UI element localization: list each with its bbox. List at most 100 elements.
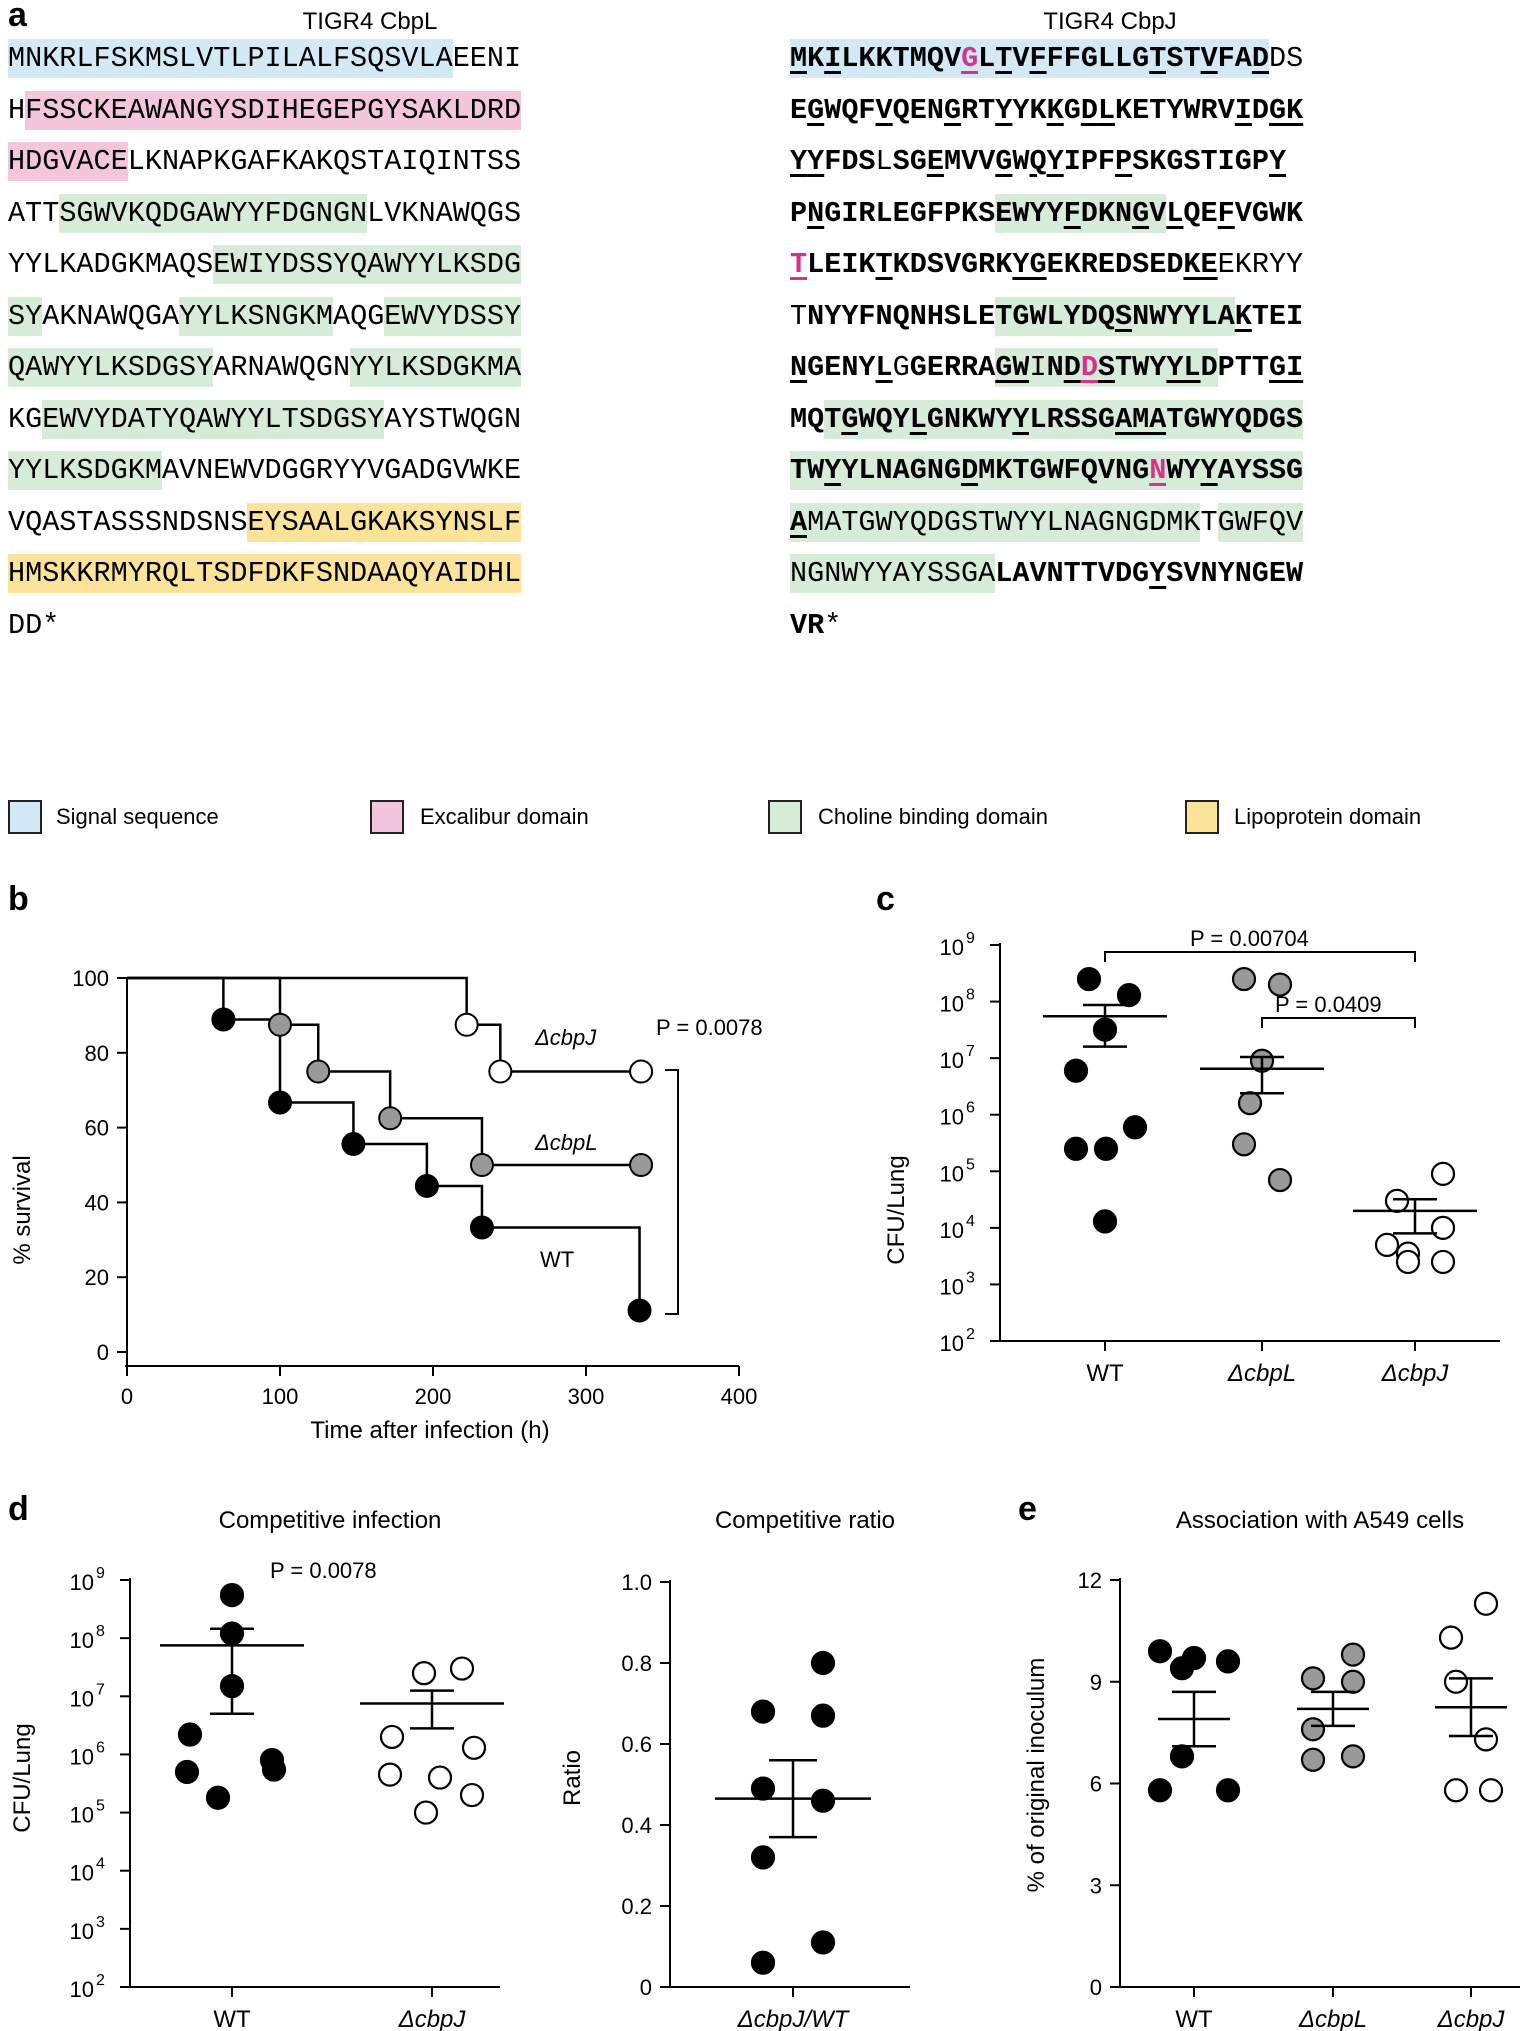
legend-swatch-choline [768,800,802,834]
seq-segment: P [790,196,808,230]
cbpj-seq-line: MQTGWQYLGNKWYYLRSSGAMATGWYQDGS [790,399,1304,441]
competitive-ratio-ylabel: Ratio [559,1750,586,1806]
cbpl-seq-line: YYLKADGKMAQSEWIYDSSYQAWYYLKSDG [8,244,522,286]
cbpj-seq-line: MKILKKTMQVGLTVFFFGLLGTSTVFADDS [790,38,1303,80]
seq-segment: F [1063,193,1081,233]
seq-segment: EWVYDATYQAWYYLTSDGSY [42,399,385,439]
seq-segment: L [978,39,996,78]
competitive-infection-ylabel: CFU/Lung [9,1723,36,1832]
seq-segment: AYSTWQGN [384,402,522,436]
lung-cfu-bracket-cbpl-cbpj [1261,1017,1416,1028]
legend-swatch-excalibur [370,800,404,834]
a549-point [1340,1669,1366,1694]
competitive-infection-y-tick-exp: 6 [96,1739,105,1756]
a549-ylabel: % of original inoculum [1023,1658,1050,1893]
a549-point [1147,1778,1173,1803]
seq-segment: E [926,145,944,178]
competitive-infection-y-tick-exp: 3 [96,1914,105,1931]
seq-segment: L [909,399,927,439]
seq-segment: E [790,93,808,127]
seq-segment: N [1149,451,1167,490]
seq-segment: Q [1029,145,1047,178]
a549-x-tick-label: ΔcbpL [1298,2006,1367,2031]
legend-label-choline: Choline binding domain [818,804,1048,829]
seq-segment: S [1097,348,1116,387]
survival-y-tick-label: 20 [85,1265,109,1290]
survival-x-tick-label: 200 [415,1384,452,1409]
competitive-infection-y-tick-label: 10 [70,1628,94,1653]
seq-segment: D [1080,93,1098,127]
survival-x-tick-label: 400 [721,1384,758,1409]
a549-point [1215,1649,1241,1674]
survival-y-tick-label: 100 [72,966,109,991]
seq-segment: ARNAWQGN [213,351,351,384]
competitive-infection-point [174,1759,200,1785]
a549-y-tick-label: 6 [1090,1772,1102,1797]
seq-segment: SY [8,296,43,336]
seq-segment: Y [1149,557,1167,590]
seq-segment: VQASTASSSNDSNS [8,505,248,539]
seq-segment: KETYWRV [1115,93,1235,127]
seq-segment: I [1029,348,1047,387]
lung-cfu-point [1267,1167,1293,1193]
seq-segment: ATT [8,196,60,230]
seq-segment: KDSVGRK [892,248,1013,281]
seq-segment: LRSSG [1029,399,1115,439]
seq-segment: I [824,39,842,78]
seq-segment: T [995,39,1013,78]
competitive-infection-y-tick-label: 10 [70,1686,94,1711]
seq-segment: * [824,608,842,642]
survival-y-tick-label: 0 [97,1340,109,1365]
cbpl-seq-line: YYLKSDGKMAVNEWVDGGRYYVGADGVWKE [8,450,521,492]
seq-segment: QE [1183,196,1218,230]
competitive-infection-point [459,1782,485,1808]
competitive-ratio-y-tick-label: 1.0 [621,1570,652,1595]
legend-label-signal: Signal sequence [56,804,219,829]
survival-point [454,1012,479,1037]
lung-cfu-point [1430,1215,1456,1240]
a549-y-tick-label: 3 [1090,1873,1102,1898]
a549-point [1438,1625,1464,1650]
competitive-infection-point [461,1735,487,1760]
a549-y-tick-label: 12 [1078,1568,1102,1593]
seq-segment: G [995,145,1013,178]
competitive-infection-x-tick-label: WT [213,2006,251,2031]
competitive-ratio-x-tick-label: ΔcbpJ/WT [737,2006,851,2031]
seq-segment: MNKRLFSKMSLVTLPILALFSQSVLA [8,39,453,78]
seq-segment: D [1063,348,1081,387]
a549-point [1300,1666,1326,1691]
competitive-ratio-point [810,1930,836,1955]
survival-y-tick-label: 40 [85,1190,109,1215]
a549-y-tick-label: 9 [1090,1670,1102,1695]
seq-segment: YYLKSDGKMA [350,348,522,387]
cbpj-seq-line: YYFDSLSGEMVVGWQYIPFPSKGSTIGPY [790,141,1286,183]
competitive-infection-point [427,1765,453,1790]
seq-segment: V [1012,39,1030,78]
seq-segment: T [1149,39,1167,78]
lung-cfu-y-tick-label: 10 [940,1218,964,1243]
seq-segment: G [943,93,962,127]
seq-segment: N [790,351,808,384]
competitive-infection-y-tick-exp: 7 [96,1681,105,1698]
lung-cfu-pvalue-2: P = 0.0409 [1275,992,1382,1017]
competitive-infection-y-tick-label: 10 [70,1570,94,1595]
seq-segment: F [1029,39,1047,78]
lung-cfu-point [1237,1091,1263,1116]
lung-cfu-x-tick-label: WT [1086,1360,1124,1387]
survival-y-tick-label: 60 [85,1116,109,1141]
survival-point [268,1012,292,1037]
seq-segment: L [875,351,893,384]
seq-segment: YG [1012,248,1047,281]
panel-d-label: d [8,1490,29,1528]
lung-cfu-point [1374,1232,1400,1257]
seq-segment: V [875,93,893,127]
seq-segment: SG [892,145,927,178]
seq-segment: Y [790,145,808,178]
cbpl-seq-line: HDGVACELKNAPKGAFKAKQSTAIQINTSS [8,141,521,183]
seq-segment: WQF [824,93,876,127]
seq-segment: LKKTMQV [841,39,962,78]
seq-segment: G [1063,93,1081,127]
cbpj-seq-line: AMATGWYQDGSTWYYLNAGNGDMKTGWFQV [790,502,1304,544]
panel-e-label: e [1018,1490,1037,1528]
